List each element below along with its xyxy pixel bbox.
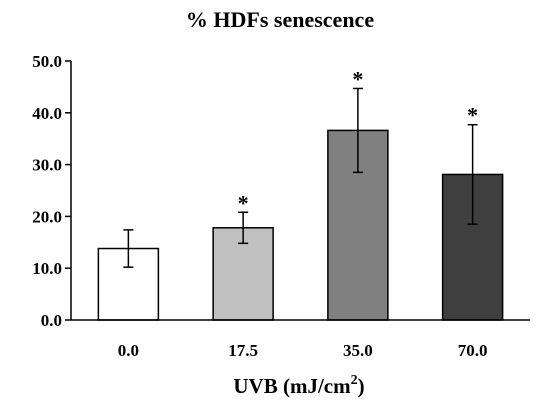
x-tick-label: 70.0 (458, 341, 488, 360)
x-axis-label: UVB (mJ/cm2) (233, 373, 364, 398)
x-axis-label-main: UVB (mJ/cm (233, 374, 351, 398)
significance-marker: * (352, 66, 363, 91)
y-tick-label: 50.0 (32, 52, 62, 71)
significance-marker: * (238, 190, 249, 215)
y-tick-label: 40.0 (32, 104, 62, 123)
bars-group: * * * (97, 66, 504, 321)
x-axis-label-superscript: 2 (351, 373, 358, 388)
y-tick-label: 30.0 (32, 156, 62, 175)
x-tick-label: 17.5 (228, 341, 258, 360)
y-tick-label: 10.0 (32, 259, 62, 278)
y-tick-label: 20.0 (32, 207, 62, 226)
x-tick-label: 35.0 (343, 341, 373, 360)
x-axis: 0.0 17.5 35.0 70.0 (71, 319, 530, 360)
y-tick-label: 0.0 (41, 311, 62, 330)
x-axis-label-suffix: ) (358, 374, 365, 398)
chart-title: % HDFs senescence (186, 7, 374, 32)
y-axis: 0.0 10.0 20.0 30.0 40.0 50.0 (32, 52, 72, 330)
significance-marker: * (467, 103, 478, 128)
x-tick-label: 0.0 (118, 341, 139, 360)
